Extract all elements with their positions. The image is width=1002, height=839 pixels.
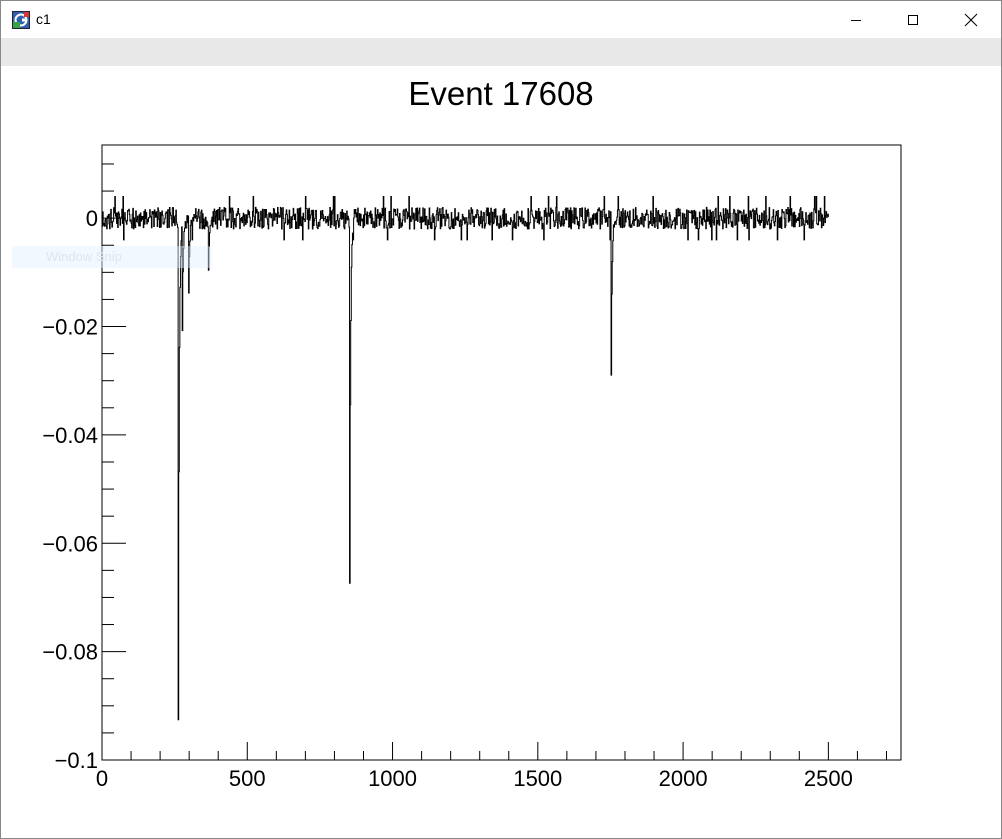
root-app-icon	[12, 11, 30, 29]
window-title: c1	[36, 11, 51, 27]
x-tick-label: 2000	[659, 766, 708, 791]
minimize-icon	[851, 19, 861, 21]
x-tick-label: 500	[229, 766, 266, 791]
y-tick-label: 0	[86, 206, 98, 231]
y-tick-label: −0.02	[42, 315, 98, 340]
menu-strip	[1, 38, 1001, 66]
x-tick-label: 1500	[513, 766, 562, 791]
x-tick-label: 0	[96, 766, 108, 791]
x-tick-label: 1000	[368, 766, 417, 791]
close-icon	[964, 13, 978, 26]
title-bar[interactable]: c1	[1, 1, 1001, 38]
maximize-button[interactable]	[884, 1, 942, 38]
close-button[interactable]	[942, 1, 1000, 38]
x-tick-label: 2500	[804, 766, 853, 791]
plot-frame	[101, 144, 902, 761]
y-tick-label: −0.08	[42, 640, 98, 665]
waveform-series-line	[101, 195, 829, 721]
maximize-icon	[908, 14, 918, 25]
window-snip-overlay: Window Snip	[12, 246, 212, 268]
y-tick-label: −0.1	[55, 748, 98, 773]
chart-title: Event 17608	[408, 75, 594, 112]
minimize-button[interactable]	[827, 1, 885, 38]
y-tick-label: −0.04	[42, 423, 98, 448]
y-tick-label: −0.06	[42, 531, 98, 556]
